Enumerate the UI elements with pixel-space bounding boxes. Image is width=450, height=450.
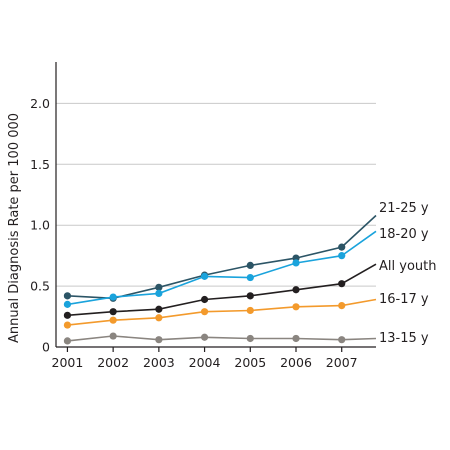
data-point bbox=[63, 300, 72, 308]
data-point bbox=[63, 321, 72, 329]
data-point bbox=[246, 273, 254, 282]
data-point bbox=[155, 314, 163, 322]
y-tick-label: 0 bbox=[42, 340, 50, 355]
y-tick-label: 0.5 bbox=[30, 279, 50, 294]
data-point bbox=[246, 306, 254, 315]
data-point bbox=[246, 334, 254, 343]
data-point bbox=[200, 308, 209, 316]
axes bbox=[55, 62, 376, 352]
series-line bbox=[67, 298, 377, 326]
data-point bbox=[109, 308, 117, 316]
x-tick-label: 2001 bbox=[52, 355, 84, 370]
y-tick-label: 1.0 bbox=[30, 218, 50, 233]
data-point bbox=[246, 292, 254, 300]
series-line bbox=[67, 263, 377, 317]
series-label: 13-15 y bbox=[379, 331, 429, 346]
data-point bbox=[246, 261, 254, 269]
series-label: 18-20 y bbox=[379, 227, 429, 242]
series-line bbox=[67, 230, 377, 306]
x-tick-label: 2005 bbox=[234, 355, 266, 370]
data-point bbox=[155, 289, 163, 298]
series-label: All youth bbox=[379, 259, 436, 274]
x-tick-label: 2002 bbox=[97, 355, 129, 370]
data-point bbox=[63, 337, 72, 345]
data-point bbox=[155, 305, 163, 313]
data-point bbox=[338, 252, 346, 260]
data-point bbox=[155, 283, 163, 291]
y-axis-label: Annual Diagnosis Rate per 100 000 bbox=[7, 113, 22, 343]
data-point bbox=[338, 336, 346, 344]
y-tick-label: 1.5 bbox=[30, 157, 50, 172]
data-point bbox=[63, 292, 72, 300]
data-point bbox=[338, 280, 346, 288]
series-label: 16-17 y bbox=[379, 292, 429, 307]
data-point bbox=[109, 293, 117, 301]
y-tick-label: 2.0 bbox=[30, 96, 50, 111]
data-point bbox=[292, 259, 300, 267]
grid bbox=[56, 102, 376, 287]
data-point bbox=[200, 295, 209, 304]
data-point bbox=[200, 272, 209, 280]
data-point bbox=[338, 243, 346, 251]
x-tick-label: 2003 bbox=[143, 355, 175, 370]
data-point bbox=[155, 336, 163, 344]
x-tick-label: 2004 bbox=[189, 355, 221, 370]
series-line bbox=[67, 335, 377, 342]
data-point bbox=[200, 333, 209, 341]
tick-labels: 0 0.5 1.0 1.5 2.0 2001 2002 2003 2004 2005 2006 200… bbox=[30, 96, 358, 370]
data-point bbox=[338, 301, 346, 310]
data-point bbox=[109, 316, 117, 324]
x-tick-label: 2006 bbox=[280, 355, 312, 370]
data-point bbox=[292, 303, 300, 311]
series-labels: 21-25 y 18-20 y All youth 16-17 y 13-15 y bbox=[379, 201, 436, 346]
series bbox=[63, 214, 377, 345]
x-tick-label: 2007 bbox=[326, 355, 358, 370]
data-point bbox=[63, 311, 72, 319]
data-point bbox=[292, 334, 300, 343]
series-label: 21-25 y bbox=[379, 201, 429, 216]
data-point bbox=[109, 332, 117, 340]
data-point bbox=[292, 286, 300, 294]
